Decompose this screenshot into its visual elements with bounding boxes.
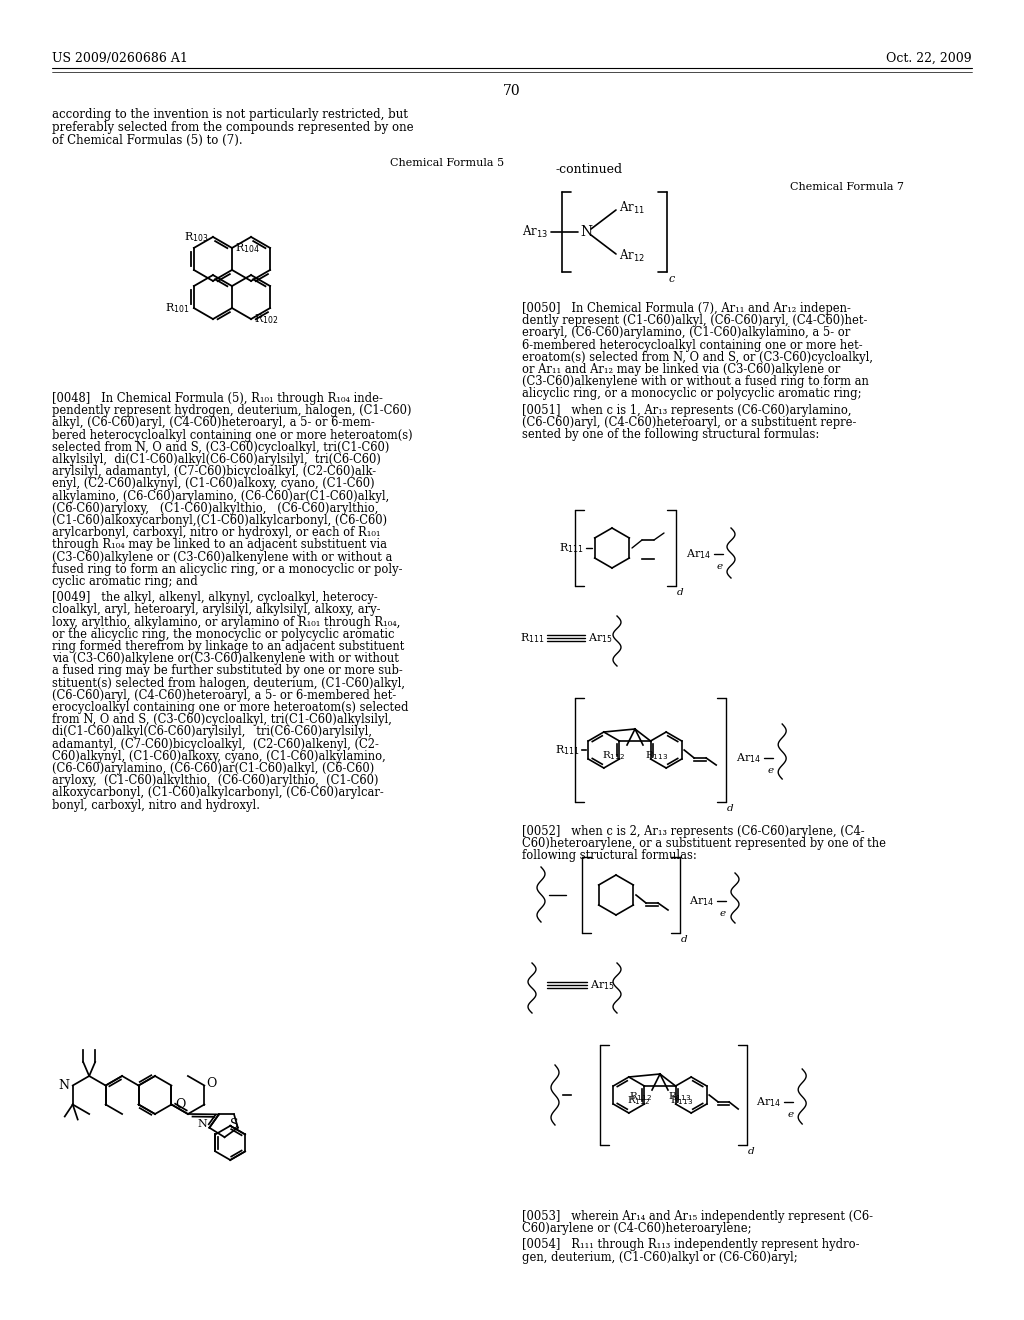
Text: [0051]   when c is 1, Ar₁₃ represents (C6-C60)arylamino,: [0051] when c is 1, Ar₁₃ represents (C6-… [522,404,852,417]
Text: ring formed therefrom by linkage to an adjacent substituent: ring formed therefrom by linkage to an a… [52,640,404,653]
Text: fused ring to form an alicyclic ring, or a monocyclic or poly-: fused ring to form an alicyclic ring, or… [52,562,402,576]
Text: stituent(s) selected from halogen, deuterium, (C1-C60)alkyl,: stituent(s) selected from halogen, deute… [52,677,406,689]
Text: -continued: -continued [556,162,624,176]
Text: d: d [749,1147,755,1156]
Text: cloalkyl, aryl, heteroaryl, arylsilyl, alkylsilyl, alkoxy, ary-: cloalkyl, aryl, heteroaryl, arylsilyl, a… [52,603,381,616]
Text: a fused ring may be further substituted by one or more sub-: a fused ring may be further substituted … [52,664,402,677]
Text: according to the invention is not particularly restricted, but: according to the invention is not partic… [52,108,408,121]
Text: [0048]   In Chemical Formula (5), R₁₀₁ through R₁₀₄ inde-: [0048] In Chemical Formula (5), R₁₀₁ thr… [52,392,383,405]
Text: C60)heteroarylene, or a substituent represented by one of the: C60)heteroarylene, or a substituent repr… [522,837,886,850]
Text: S: S [229,1118,239,1131]
Text: eroaryl, (C6-C60)arylamino, (C1-C60)alkylamino, a 5- or: eroaryl, (C6-C60)arylamino, (C1-C60)alky… [522,326,850,339]
Text: e: e [717,562,723,572]
Text: through R₁₀₄ may be linked to an adjacent substituent via: through R₁₀₄ may be linked to an adjacen… [52,539,387,552]
Text: 6-membered heterocycloalkyl containing one or more het-: 6-membered heterocycloalkyl containing o… [522,339,862,351]
Text: (C3-C60)alkylene or (C3-C60)alkenylene with or without a: (C3-C60)alkylene or (C3-C60)alkenylene w… [52,550,392,564]
Text: alkylsilyl,  di(C1-C60)alkyl(C6-C60)arylsilyl,  tri(C6-C60): alkylsilyl, di(C1-C60)alkyl(C6-C60)aryls… [52,453,381,466]
Text: (C6-C60)aryloxy,   (C1-C60)alkylthio,   (C6-C60)arylthio,: (C6-C60)aryloxy, (C1-C60)alkylthio, (C6-… [52,502,379,515]
Text: R$_{111}$: R$_{111}$ [555,743,580,756]
Text: N: N [58,1078,70,1092]
Text: (C6-C60)arylamino, (C6-C60)ar(C1-C60)alkyl, (C6-C60): (C6-C60)arylamino, (C6-C60)ar(C1-C60)alk… [52,762,374,775]
Text: of Chemical Formulas (5) to (7).: of Chemical Formulas (5) to (7). [52,135,243,147]
Text: selected from N, O and S, (C3-C60)cycloalkyl, tri(C1-C60): selected from N, O and S, (C3-C60)cycloa… [52,441,389,454]
Text: dently represent (C1-C60)alkyl, (C6-C60)aryl, (C4-C60)het-: dently represent (C1-C60)alkyl, (C6-C60)… [522,314,867,327]
Text: O: O [207,1077,217,1090]
Text: alicyclic ring, or a monocyclic or polycyclic aromatic ring;: alicyclic ring, or a monocyclic or polyc… [522,387,861,400]
Text: N: N [580,224,592,239]
Text: C60)alkynyl, (C1-C60)alkoxy, cyano, (C1-C60)alkylamino,: C60)alkynyl, (C1-C60)alkoxy, cyano, (C1-… [52,750,386,763]
Text: preferably selected from the compounds represented by one: preferably selected from the compounds r… [52,121,414,135]
Text: (C6-C60)aryl, (C4-C60)heteroaryl, or a substituent repre-: (C6-C60)aryl, (C4-C60)heteroaryl, or a s… [522,416,856,429]
Text: [0053]   wherein Ar₁₄ and Ar₁₅ independently represent (C6-: [0053] wherein Ar₁₄ and Ar₁₅ independent… [522,1210,873,1224]
Text: [0052]   when c is 2, Ar₁₃ represents (C6-C60)arylene, (C4-: [0052] when c is 2, Ar₁₃ represents (C6-… [522,825,864,838]
Text: or Ar₁₁ and Ar₁₂ may be linked via (C3-C60)alkylene or: or Ar₁₁ and Ar₁₂ may be linked via (C3-C… [522,363,841,376]
Text: R$_{101}$: R$_{101}$ [165,301,189,315]
Text: via (C3-C60)alkylene or(C3-C60)alkenylene with or without: via (C3-C60)alkylene or(C3-C60)alkenylen… [52,652,399,665]
Text: Ar$_{13}$: Ar$_{13}$ [522,224,548,240]
Text: bonyl, carboxyl, nitro and hydroxyl.: bonyl, carboxyl, nitro and hydroxyl. [52,799,260,812]
Text: adamantyl, (C7-C60)bicycloalkyl,  (C2-C60)alkenyl, (C2-: adamantyl, (C7-C60)bicycloalkyl, (C2-C60… [52,738,379,751]
Text: US 2009/0260686 A1: US 2009/0260686 A1 [52,51,187,65]
Text: c: c [669,275,675,284]
Text: arylsilyl, adamantyl, (C7-C60)bicycloalkyl, (C2-C60)alk-: arylsilyl, adamantyl, (C7-C60)bicycloalk… [52,465,376,478]
Text: [0050]   In Chemical Formula (7), Ar₁₁ and Ar₁₂ indepen-: [0050] In Chemical Formula (7), Ar₁₁ and… [522,302,851,315]
Text: following structural formulas:: following structural formulas: [522,849,696,862]
Text: R$_{112}$: R$_{112}$ [629,1090,652,1102]
Text: R$_{112}$: R$_{112}$ [627,1094,650,1106]
Text: (C1-C60)alkoxycarbonyl,(C1-C60)alkylcarbonyl, (C6-C60): (C1-C60)alkoxycarbonyl,(C1-C60)alkylcarb… [52,513,387,527]
Text: R$_{111}$: R$_{111}$ [559,541,584,554]
Text: R$_{102}$: R$_{102}$ [254,312,279,326]
Text: alkylamino, (C6-C60)arylamino, (C6-C60)ar(C1-C60)alkyl,: alkylamino, (C6-C60)arylamino, (C6-C60)a… [52,490,389,503]
Text: Ar$_{14}$: Ar$_{14}$ [756,1096,781,1109]
Text: alkyl, (C6-C60)aryl, (C4-C60)heteroaryl, a 5- or 6-mem-: alkyl, (C6-C60)aryl, (C4-C60)heteroaryl,… [52,416,375,429]
Text: di(C1-C60)alkyl(C6-C60)arylsilyl,   tri(C6-C60)arylsilyl,: di(C1-C60)alkyl(C6-C60)arylsilyl, tri(C6… [52,726,372,738]
Text: arylcarbonyl, carboxyl, nitro or hydroxyl, or each of R₁₀₁: arylcarbonyl, carboxyl, nitro or hydroxy… [52,527,381,539]
Text: R$_{111}$: R$_{111}$ [520,631,545,645]
Text: (C6-C60)aryl, (C4-C60)heteroaryl, a 5- or 6-membered het-: (C6-C60)aryl, (C4-C60)heteroaryl, a 5- o… [52,689,396,702]
Text: Ar$_{12}$: Ar$_{12}$ [618,248,645,264]
Text: or the alicyclic ring, the monocyclic or polycyclic aromatic: or the alicyclic ring, the monocyclic or… [52,628,394,640]
Text: bered heterocycloalkyl containing one or more heteroatom(s): bered heterocycloalkyl containing one or… [52,429,413,442]
Text: eroatom(s) selected from N, O and S, or (C3-C60)cycloalkyl,: eroatom(s) selected from N, O and S, or … [522,351,873,364]
Text: Ar$_{14}$: Ar$_{14}$ [736,751,761,764]
Text: R$_{113}$: R$_{113}$ [645,748,669,762]
Text: loxy, arylthio, alkylamino, or arylamino of R₁₀₁ through R₁₀₄,: loxy, arylthio, alkylamino, or arylamino… [52,615,400,628]
Text: R$_{113}$: R$_{113}$ [670,1094,693,1106]
Text: Ar$_{14}$: Ar$_{14}$ [686,546,711,561]
Text: Oct. 22, 2009: Oct. 22, 2009 [887,51,972,65]
Text: R$_{104}$: R$_{104}$ [234,242,260,255]
Text: cyclic aromatic ring; and: cyclic aromatic ring; and [52,576,198,587]
Text: alkoxycarbonyl, (C1-C60)alkylcarbonyl, (C6-C60)arylcar-: alkoxycarbonyl, (C1-C60)alkylcarbonyl, (… [52,787,384,800]
Text: 70: 70 [503,84,521,98]
Text: d: d [677,587,684,597]
Text: O: O [175,1098,185,1111]
Text: (C3-C60)alkenylene with or without a fused ring to form an: (C3-C60)alkenylene with or without a fus… [522,375,869,388]
Text: Ar$_{11}$: Ar$_{11}$ [618,199,645,216]
Text: e: e [767,766,773,775]
Text: enyl, (C2-C60)alkynyl, (C1-C60)alkoxy, cyano, (C1-C60): enyl, (C2-C60)alkynyl, (C1-C60)alkoxy, c… [52,478,375,491]
Text: R$_{103}$: R$_{103}$ [184,230,209,244]
Text: Ar$_{15}$: Ar$_{15}$ [588,631,612,645]
Text: e: e [720,909,726,917]
Text: R$_{113}$: R$_{113}$ [668,1090,691,1102]
Text: Chemical Formula 7: Chemical Formula 7 [790,182,904,191]
Text: d: d [681,935,688,944]
Text: aryloxy,  (C1-C60)alkylthio,  (C6-C60)arylthio,  (C1-C60): aryloxy, (C1-C60)alkylthio, (C6-C60)aryl… [52,775,379,787]
Text: [0049]   the alkyl, alkenyl, alkynyl, cycloalkyl, heterocy-: [0049] the alkyl, alkenyl, alkynyl, cycl… [52,591,378,605]
Text: N: N [198,1119,208,1129]
Text: from N, O and S, (C3-C60)cycloalkyl, tri(C1-C60)alkylsilyl,: from N, O and S, (C3-C60)cycloalkyl, tri… [52,713,392,726]
Text: erocycloalkyl containing one or more heteroatom(s) selected: erocycloalkyl containing one or more het… [52,701,409,714]
Text: d: d [727,804,734,813]
Text: R$_{112}$: R$_{112}$ [602,748,625,762]
Text: Ar$_{15}$: Ar$_{15}$ [590,978,614,991]
Text: gen, deuterium, (C1-C60)alkyl or (C6-C60)aryl;: gen, deuterium, (C1-C60)alkyl or (C6-C60… [522,1250,798,1263]
Text: Chemical Formula 5: Chemical Formula 5 [390,158,504,168]
Text: Ar$_{14}$: Ar$_{14}$ [689,894,714,908]
Text: e: e [787,1110,794,1119]
Text: sented by one of the following structural formulas:: sented by one of the following structura… [522,428,819,441]
Text: pendently represent hydrogen, deuterium, halogen, (C1-C60): pendently represent hydrogen, deuterium,… [52,404,412,417]
Text: C60)arylene or (C4-C60)heteroarylene;: C60)arylene or (C4-C60)heteroarylene; [522,1222,752,1236]
Text: [0054]   R₁₁₁ through R₁₁₃ independently represent hydro-: [0054] R₁₁₁ through R₁₁₃ independently r… [522,1238,859,1251]
